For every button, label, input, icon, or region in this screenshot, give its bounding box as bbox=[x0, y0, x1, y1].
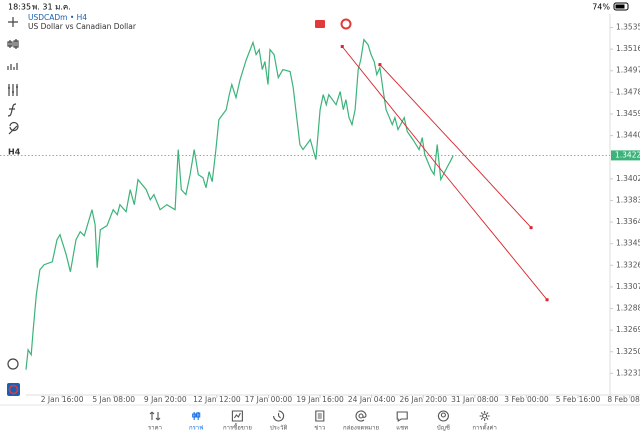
y-tick-label: 1.35350 bbox=[616, 23, 640, 32]
tab-bar: ราคา กราฟ การซื้อขาย ประวัติ ข่าว กล่องจดหมาย… bbox=[148, 410, 497, 432]
x-tick-label: 2 Jan 16:00 bbox=[41, 395, 84, 404]
x-tick-label: 3 Feb 00:00 bbox=[504, 395, 549, 404]
y-tick-label: 1.33640 bbox=[616, 217, 640, 226]
y-tick-label: 1.34590 bbox=[616, 109, 640, 118]
trend-anchor[interactable] bbox=[545, 298, 549, 302]
y-tick-label: 1.33260 bbox=[616, 260, 640, 269]
chart-description: US Dollar vs Canadian Dollar bbox=[28, 22, 137, 31]
y-tick-label: 1.32880 bbox=[616, 304, 640, 313]
crosshair-tool[interactable] bbox=[8, 17, 18, 27]
tab[interactable]: แชท bbox=[396, 411, 408, 432]
tab-icon bbox=[355, 410, 367, 422]
indicators-tool[interactable] bbox=[7, 63, 18, 70]
trend-anchor[interactable] bbox=[340, 45, 344, 49]
x-tick-label: 5 Jan 08:00 bbox=[92, 395, 135, 404]
trend-line[interactable] bbox=[379, 64, 532, 228]
x-tick-label: 9 Jan 20:00 bbox=[144, 395, 187, 404]
tab[interactable]: กราฟ bbox=[189, 412, 203, 432]
current-price-box bbox=[611, 150, 640, 161]
x-tick-label: 12 Jan 12:00 bbox=[193, 395, 241, 404]
tab-label: กราฟ bbox=[189, 425, 203, 432]
tab-icon bbox=[437, 410, 449, 422]
chart-symbol[interactable]: USDCADm • H4 bbox=[28, 13, 87, 22]
left-toolbar bbox=[7, 17, 19, 370]
tab-label: การซื้อขาย bbox=[223, 422, 252, 432]
y-tick-label: 1.33070 bbox=[616, 282, 640, 291]
x-tick-label: 31 Jan 08:00 bbox=[451, 395, 499, 404]
tab[interactable]: ข่าว bbox=[314, 410, 325, 432]
battery-icon bbox=[613, 2, 629, 11]
tab-icon bbox=[149, 411, 161, 421]
status-time: 18:35 bbox=[8, 3, 31, 12]
x-tick-label: 26 Jan 20:00 bbox=[399, 395, 447, 404]
y-tick-label: 1.34780 bbox=[616, 87, 640, 96]
chart-type-tool[interactable] bbox=[7, 39, 19, 49]
tab-icon bbox=[396, 411, 408, 423]
y-tick-label: 1.34400 bbox=[616, 131, 640, 140]
x-tick-label: 19 Jan 16:00 bbox=[296, 395, 344, 404]
function-tool[interactable] bbox=[7, 103, 17, 117]
y-tick-label: 1.34020 bbox=[616, 174, 640, 183]
price-line bbox=[25, 38, 454, 370]
tab-icon bbox=[231, 410, 243, 422]
history-tool[interactable] bbox=[7, 358, 19, 370]
tab-icon bbox=[479, 411, 490, 421]
tab[interactable]: การซื้อขาย bbox=[223, 410, 252, 432]
tab[interactable]: การตั้งค่า bbox=[472, 411, 497, 432]
y-tick-label: 1.32310 bbox=[616, 368, 640, 377]
tab-label: การตั้งค่า bbox=[472, 422, 496, 432]
y-tick-label: 1.33450 bbox=[616, 239, 640, 248]
y-tick-label: 1.34970 bbox=[616, 66, 640, 75]
trade-button[interactable] bbox=[315, 20, 325, 28]
x-tick-label: 17 Jan 00:00 bbox=[245, 395, 293, 404]
broker-logo-mark bbox=[8, 384, 19, 395]
tab-label: บัญชี bbox=[437, 424, 450, 432]
tab-label: ราคา bbox=[148, 425, 162, 432]
tab-label: กล่องจดหมาย bbox=[343, 425, 379, 432]
indicator-button[interactable] bbox=[340, 18, 352, 30]
battery-level bbox=[615, 4, 625, 9]
timeframe[interactable]: H4 bbox=[8, 148, 21, 157]
x-tick-label: 24 Jan 04:00 bbox=[348, 395, 396, 404]
y-tick-label: 1.32500 bbox=[616, 347, 640, 356]
tab-label: ข่าว bbox=[314, 425, 325, 432]
x-tick-label: 8 Feb 08:00 bbox=[607, 395, 640, 404]
tab-label: ประวัติ bbox=[270, 425, 288, 432]
y-tick-label: 1.33830 bbox=[616, 195, 640, 204]
tab[interactable]: ราคา bbox=[148, 411, 162, 432]
tab[interactable]: กล่องจดหมาย bbox=[343, 410, 379, 432]
tab[interactable]: บัญชี bbox=[437, 410, 450, 432]
settings-tool[interactable] bbox=[8, 84, 18, 96]
y-tick-label: 1.35160 bbox=[616, 44, 640, 53]
plot-area: 1.35350 1.35160 1.34970 1.34780 1.34590 1.344… bbox=[0, 23, 640, 404]
status-battery: 74% bbox=[592, 3, 610, 12]
tab-icon bbox=[273, 410, 285, 422]
tab-icon bbox=[315, 410, 325, 422]
tab[interactable]: ประวัติ bbox=[270, 410, 288, 432]
trend-anchor[interactable] bbox=[529, 226, 533, 230]
tab-icon bbox=[192, 412, 201, 420]
objects-tool[interactable] bbox=[8, 121, 19, 135]
y-tick-label: 1.32690 bbox=[616, 325, 640, 334]
x-tick-label: 5 Feb 16:00 bbox=[556, 395, 601, 404]
current-price-label: 1.34226 bbox=[615, 150, 640, 159]
trend-line[interactable] bbox=[341, 46, 548, 301]
status-date: พ. 31 ม.ค. bbox=[32, 3, 71, 12]
tab-label: แชท bbox=[396, 425, 408, 432]
trend-anchor[interactable] bbox=[378, 63, 382, 67]
